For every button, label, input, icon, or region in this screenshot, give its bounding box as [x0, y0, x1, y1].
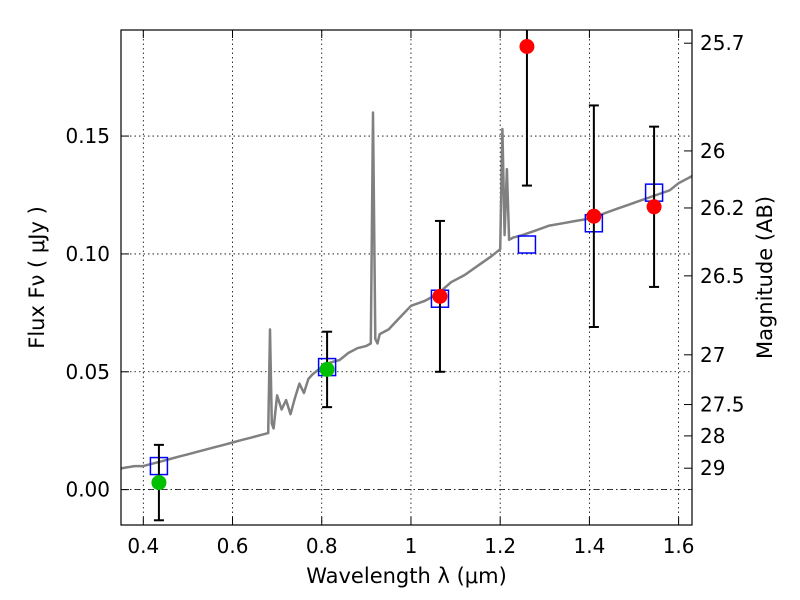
- observed-point: [319, 361, 335, 377]
- model-spectrum: [120, 111, 693, 470]
- right-tick-label: 27: [700, 343, 725, 367]
- y-axis-label-left: Flux Fν ( μJy ): [25, 206, 49, 349]
- axis-ticks: 0.4 0.6 0.8 1 1.2 1.4 1.6 0.00 0.05 0.10 0.15 25.7 2…: [65, 30, 745, 558]
- right-tick-label: 26.5: [700, 264, 745, 288]
- model-photometry-squares: [149, 183, 664, 476]
- plot-frame: [120, 29, 693, 526]
- x-tick-label: 1.6: [663, 534, 695, 558]
- right-tick-label: 25.7: [700, 31, 745, 55]
- model-square: [517, 235, 537, 254]
- observed-point: [646, 199, 662, 215]
- spectrum-line: [120, 111, 693, 470]
- y-tick-label: 0.00: [65, 478, 110, 502]
- observed-point: [586, 208, 602, 224]
- right-tick-label: 26.2: [700, 196, 745, 220]
- y-tick-label: 0.05: [65, 360, 110, 384]
- right-tick-label: 28: [700, 424, 725, 448]
- grid-lines: [121, 30, 692, 525]
- y-tick-label: 0.15: [65, 124, 110, 148]
- x-tick-label: 0.8: [306, 534, 338, 558]
- right-tick-label: 27.5: [700, 393, 745, 417]
- observed-point: [432, 288, 448, 304]
- y-axis-label-right: Magnitude (AB): [753, 196, 777, 359]
- x-axis-label: Wavelength λ (μm): [306, 564, 507, 588]
- observed-point: [151, 475, 167, 491]
- observed-points: [151, 30, 662, 522]
- x-tick-label: 0.4: [127, 534, 159, 558]
- x-tick-label: 1: [405, 534, 418, 558]
- x-tick-label: 1.4: [573, 534, 605, 558]
- x-tick-label: 1.2: [484, 534, 516, 558]
- right-tick-label: 29: [700, 456, 725, 480]
- x-tick-label: 0.6: [217, 534, 249, 558]
- y-tick-label: 0.10: [65, 242, 110, 266]
- observed-point: [519, 39, 535, 54]
- right-tick-label: 26: [700, 139, 725, 163]
